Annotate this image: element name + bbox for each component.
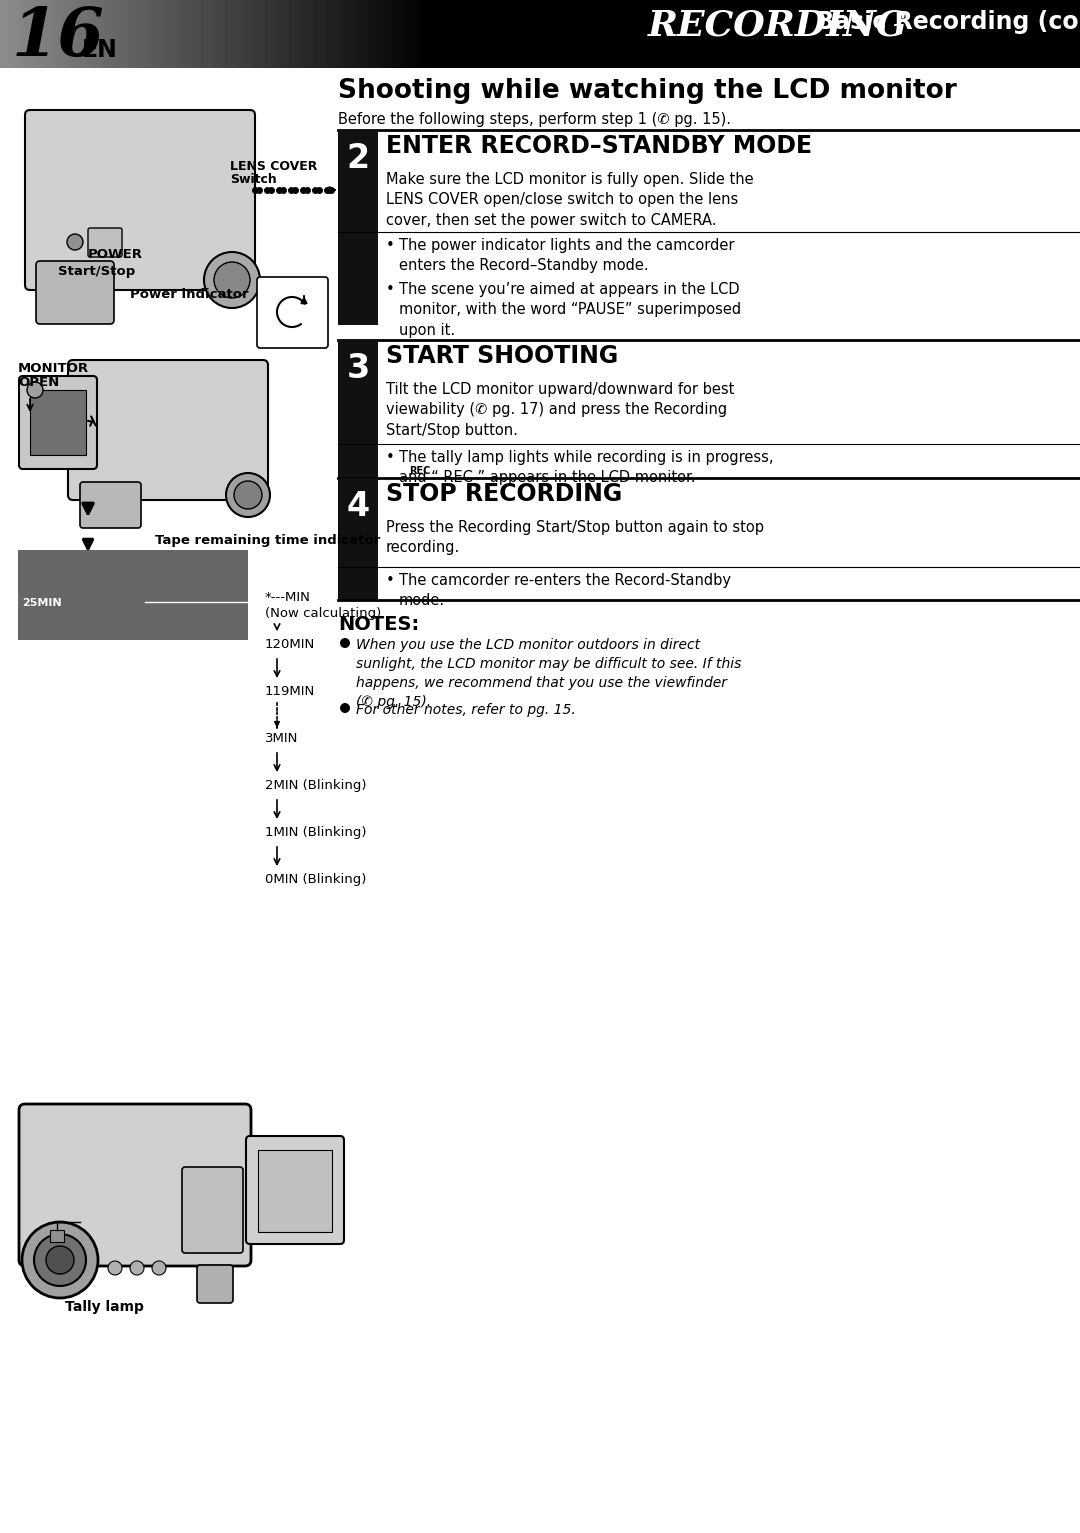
Text: 3MIN: 3MIN: [265, 731, 298, 745]
Bar: [50, 1229, 64, 1242]
Circle shape: [152, 1262, 166, 1275]
Bar: [430, 0, 1080, 67]
Text: 119MIN: 119MIN: [265, 685, 315, 698]
Bar: [338, 340, 378, 480]
Text: OPEN: OPEN: [18, 376, 59, 389]
Circle shape: [340, 638, 350, 648]
Text: NOTES:: NOTES:: [338, 615, 419, 635]
Text: Basic Recording (cont.): Basic Recording (cont.): [808, 11, 1080, 34]
Text: 1MIN (Blinking): 1MIN (Blinking): [265, 826, 366, 839]
Text: •: •: [386, 238, 395, 253]
Circle shape: [46, 1246, 75, 1274]
Circle shape: [27, 382, 43, 399]
FancyBboxPatch shape: [19, 1104, 251, 1266]
Text: •: •: [386, 282, 395, 297]
Text: LENS COVER: LENS COVER: [230, 159, 318, 173]
FancyBboxPatch shape: [87, 228, 122, 258]
Text: Start/Stop: Start/Stop: [58, 265, 135, 277]
Text: RECORDING: RECORDING: [648, 8, 908, 41]
Circle shape: [130, 1262, 144, 1275]
Circle shape: [33, 1234, 86, 1286]
Text: Shooting while watching the LCD monitor: Shooting while watching the LCD monitor: [338, 78, 957, 104]
Bar: [338, 130, 378, 325]
Text: Tape remaining time indicator: Tape remaining time indicator: [156, 533, 380, 547]
Text: Press the Recording Start/Stop button again to stop
recording.: Press the Recording Start/Stop button ag…: [386, 520, 764, 555]
Text: The camcorder re-enters the Record-Standby
mode.: The camcorder re-enters the Record-Stand…: [399, 573, 731, 609]
Text: 16: 16: [12, 5, 105, 71]
Text: 0MIN (Blinking): 0MIN (Blinking): [265, 872, 366, 886]
FancyBboxPatch shape: [257, 277, 328, 348]
Text: Switch: Switch: [230, 173, 276, 185]
Text: 2MIN (Blinking): 2MIN (Blinking): [265, 779, 366, 793]
Text: 2: 2: [347, 143, 369, 175]
Text: START SHOOTING: START SHOOTING: [386, 343, 618, 368]
FancyBboxPatch shape: [183, 1167, 243, 1252]
Circle shape: [214, 262, 249, 297]
FancyBboxPatch shape: [246, 1136, 345, 1243]
Text: POWER: POWER: [87, 248, 143, 261]
FancyBboxPatch shape: [36, 261, 114, 323]
Text: 3: 3: [347, 353, 369, 385]
Text: Power indicator: Power indicator: [130, 288, 248, 300]
Text: The power indicator lights and the camcorder
enters the Record–Standby mode.: The power indicator lights and the camco…: [399, 238, 734, 273]
Text: Make sure the LCD monitor is fully open. Slide the
LENS COVER open/close switch : Make sure the LCD monitor is fully open.…: [386, 172, 754, 228]
Text: •: •: [386, 451, 395, 464]
Text: Tilt the LCD monitor upward/downward for best
viewability (✆ pg. 17) and press t: Tilt the LCD monitor upward/downward for…: [386, 382, 734, 438]
FancyBboxPatch shape: [68, 360, 268, 500]
Bar: [338, 478, 378, 599]
Text: 120MIN: 120MIN: [265, 638, 315, 652]
Text: STOP RECORDING: STOP RECORDING: [386, 481, 622, 506]
Text: 25MIN: 25MIN: [22, 598, 62, 609]
Circle shape: [108, 1262, 122, 1275]
Text: •: •: [386, 573, 395, 589]
Text: EN: EN: [82, 38, 118, 61]
FancyBboxPatch shape: [19, 376, 97, 469]
Bar: [18, 550, 248, 639]
Bar: [258, 1150, 332, 1233]
Circle shape: [22, 1222, 98, 1298]
Text: ENTER RECORD–STANDBY MODE: ENTER RECORD–STANDBY MODE: [386, 133, 812, 158]
Text: The tally lamp lights while recording is in progress,
and “ REC ” appears in the: The tally lamp lights while recording is…: [399, 451, 773, 486]
Text: Before the following steps, perform step 1 (✆ pg. 15).: Before the following steps, perform step…: [338, 112, 731, 127]
Circle shape: [340, 704, 350, 713]
Text: The scene you’re aimed at appears in the LCD
monitor, with the word “PAUSE” supe: The scene you’re aimed at appears in the…: [399, 282, 741, 337]
Text: For other notes, refer to pg. 15.: For other notes, refer to pg. 15.: [356, 704, 576, 717]
FancyBboxPatch shape: [197, 1265, 233, 1303]
Circle shape: [67, 235, 83, 250]
Text: When you use the LCD monitor outdoors in direct
sunlight, the LCD monitor may be: When you use the LCD monitor outdoors in…: [356, 638, 741, 708]
FancyBboxPatch shape: [80, 481, 141, 527]
Text: 4: 4: [347, 491, 369, 523]
Circle shape: [204, 251, 260, 308]
Text: *---MIN
(Now calculating): *---MIN (Now calculating): [265, 592, 381, 619]
Text: MONITOR: MONITOR: [18, 362, 90, 376]
Circle shape: [226, 474, 270, 517]
Text: Tally lamp: Tally lamp: [65, 1300, 144, 1314]
Bar: [30, 389, 86, 455]
Circle shape: [234, 481, 262, 509]
FancyBboxPatch shape: [25, 110, 255, 290]
Text: REC: REC: [409, 466, 430, 477]
